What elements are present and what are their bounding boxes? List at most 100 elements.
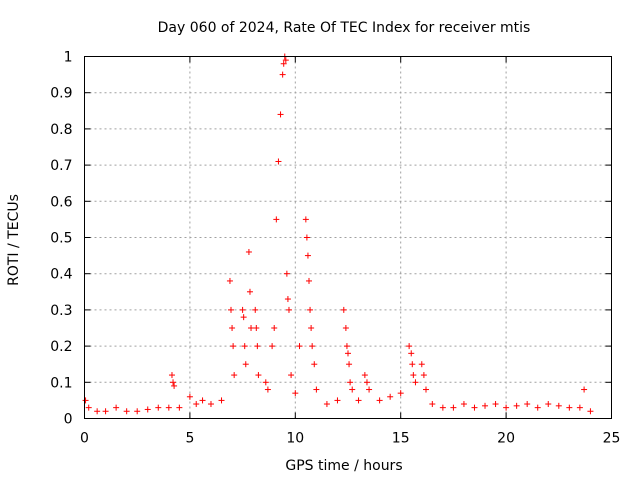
data-point [408, 350, 415, 357]
x-tick-label: 15 [392, 431, 410, 447]
data-point [241, 343, 248, 350]
data-point [94, 408, 101, 415]
data-point [376, 397, 383, 404]
data-point [165, 404, 172, 411]
data-point [412, 379, 419, 386]
data-point [245, 248, 252, 255]
data-point [581, 386, 588, 393]
data-point [230, 343, 237, 350]
data-point [471, 404, 478, 411]
data-point [311, 361, 318, 368]
data-point [302, 216, 309, 223]
data-point [242, 361, 249, 368]
data-point [279, 71, 286, 78]
data-point [355, 397, 362, 404]
data-point [134, 408, 141, 415]
data-point [342, 325, 349, 331]
data-point [269, 343, 276, 350]
data-point [170, 379, 177, 386]
y-tick-label: 0.3 [50, 303, 72, 319]
data-point [144, 406, 151, 413]
data-point [555, 402, 562, 409]
y-tick-label: 0.8 [50, 122, 72, 138]
y-tick-label: 0 [64, 412, 73, 428]
data-point [255, 372, 262, 379]
data-point [102, 408, 109, 415]
data-point [246, 288, 253, 295]
data-point [306, 277, 313, 284]
data-point [199, 397, 206, 404]
data-point [226, 277, 233, 284]
grid-lines [84, 56, 612, 419]
data-point [347, 379, 354, 386]
data-point [271, 325, 278, 331]
data-point [207, 401, 214, 408]
data-point [280, 60, 287, 67]
data-point [292, 390, 299, 397]
data-point [545, 401, 552, 408]
data-point [429, 401, 436, 408]
x-axis-label: GPS time / hours [285, 458, 402, 474]
data-point [307, 306, 314, 313]
data-point [253, 325, 260, 331]
data-point [248, 325, 255, 331]
data-point [168, 372, 175, 379]
data-point [422, 386, 429, 393]
data-point [460, 401, 467, 408]
data-point [361, 372, 368, 379]
data-point [254, 343, 261, 350]
data-point [218, 397, 225, 404]
data-point [303, 234, 310, 241]
data-point [288, 372, 295, 379]
data-point [410, 372, 417, 379]
data-point [193, 401, 200, 408]
x-tick-label: 0 [80, 431, 89, 447]
x-tick-label: 20 [497, 431, 515, 447]
data-point [252, 306, 259, 313]
data-point [450, 404, 457, 411]
data-point [513, 402, 520, 409]
data-point [308, 325, 315, 331]
data-point [524, 401, 531, 408]
data-points [82, 53, 594, 415]
y-tick-label: 0.9 [50, 86, 72, 102]
data-point [482, 402, 489, 409]
data-point [240, 314, 247, 321]
x-tick-label: 25 [603, 431, 621, 447]
data-point [239, 306, 246, 313]
data-point [171, 382, 178, 389]
data-point [82, 397, 89, 404]
data-point [273, 216, 280, 223]
data-point [323, 401, 330, 408]
data-point [503, 404, 510, 411]
data-point [304, 252, 311, 259]
data-point [313, 386, 320, 393]
data-point [534, 404, 541, 411]
data-point [262, 379, 269, 386]
data-point [409, 361, 416, 368]
y-tick-label: 0.6 [50, 194, 72, 210]
data-point [363, 379, 370, 386]
y-tick-label: 0.7 [50, 158, 72, 174]
data-point [492, 401, 499, 408]
data-point [397, 390, 404, 397]
data-point [420, 372, 427, 379]
x-tick-label: 10 [286, 431, 304, 447]
data-point [155, 404, 162, 411]
data-point [282, 57, 289, 64]
data-point [576, 404, 583, 411]
data-point [340, 306, 347, 313]
data-point [285, 306, 292, 313]
data-point [349, 386, 356, 393]
data-point [277, 111, 284, 118]
data-point [264, 386, 271, 393]
data-point [275, 158, 282, 165]
data-point [229, 325, 236, 331]
data-point [418, 361, 425, 368]
data-point [85, 404, 92, 411]
data-point [113, 404, 120, 411]
data-point [309, 343, 316, 350]
x-tick-label: 5 [185, 431, 194, 447]
data-point [346, 361, 353, 368]
data-point [228, 306, 235, 313]
